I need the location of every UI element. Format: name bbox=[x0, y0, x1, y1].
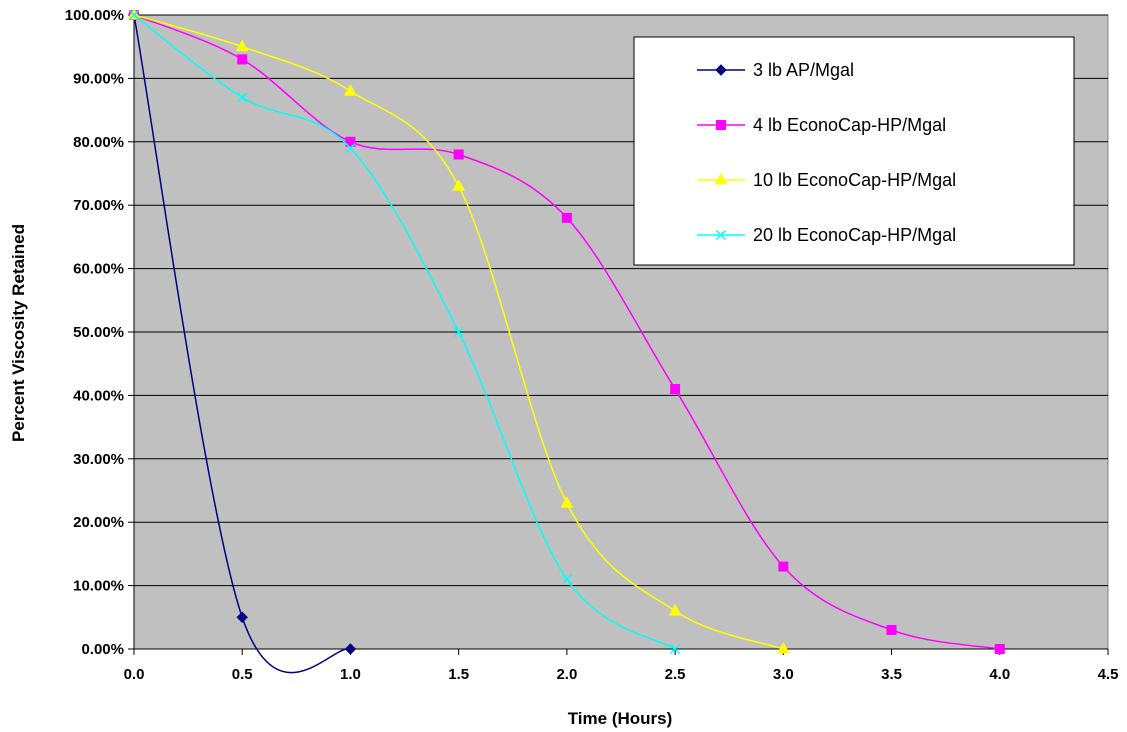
y-tick-label: 20.00% bbox=[73, 514, 124, 531]
y-tick-label: 40.00% bbox=[73, 387, 124, 404]
series-line bbox=[133, 14, 351, 674]
data-point bbox=[452, 179, 466, 191]
legend-label: 3 lb AP/Mgal bbox=[753, 60, 854, 80]
data-point bbox=[345, 136, 356, 147]
data-point bbox=[778, 561, 789, 572]
y-tick-label: 60.00% bbox=[73, 261, 124, 278]
data-point bbox=[344, 643, 357, 655]
legend-item: 10 lb EconoCap-HP/Mgal bbox=[697, 170, 956, 190]
y-tick-label: 30.00% bbox=[73, 451, 124, 468]
data-point bbox=[237, 54, 248, 65]
x-tick-label: 0.5 bbox=[232, 666, 253, 683]
series-group bbox=[127, 7, 1005, 674]
y-tick-label: 100.00% bbox=[65, 7, 124, 24]
legend-item: 20 lb EconoCap-HP/Mgal bbox=[697, 225, 956, 245]
x-tick-label: 4.5 bbox=[1098, 666, 1119, 683]
x-tick-label: 3.0 bbox=[773, 666, 794, 683]
legend-item: 3 lb AP/Mgal bbox=[697, 60, 854, 80]
data-point bbox=[670, 643, 681, 655]
x-axis-title: Time (Hours) bbox=[568, 709, 673, 728]
x-tick-label: 1.5 bbox=[448, 666, 469, 683]
legend-label: 20 lb EconoCap-HP/Mgal bbox=[753, 225, 956, 245]
data-point bbox=[776, 641, 790, 654]
data-point bbox=[561, 574, 572, 585]
legend-marker bbox=[714, 172, 728, 185]
legend-label: 4 lb EconoCap-HP/Mgal bbox=[753, 115, 946, 135]
legend-marker bbox=[715, 229, 727, 241]
data-point bbox=[561, 212, 572, 223]
legend-label: 10 lb EconoCap-HP/Mgal bbox=[753, 170, 956, 190]
data-point bbox=[668, 603, 682, 616]
legend: 3 lb AP/Mgal 4 lb EconoCap-HP/Mgal 10 lb E… bbox=[633, 36, 1075, 266]
data-point bbox=[237, 92, 248, 103]
series-line bbox=[133, 14, 784, 650]
y-axis-title: Percent Viscosity Retained bbox=[9, 224, 28, 442]
y-tick-label: 0.00% bbox=[81, 641, 124, 658]
x-tick-label: 1.0 bbox=[340, 666, 361, 683]
y-tick-label: 10.00% bbox=[73, 578, 124, 595]
x-tick-label: 4.0 bbox=[989, 666, 1010, 683]
data-point bbox=[670, 384, 681, 395]
series-line bbox=[133, 14, 1000, 650]
legend-item: 4 lb EconoCap-HP/Mgal bbox=[697, 115, 946, 135]
data-point bbox=[994, 644, 1005, 654]
axes: 0.00% 10.00% 20.00% 30.00% 40.00% 50.00% 60.00… bbox=[65, 7, 1119, 683]
legend-marker bbox=[715, 64, 727, 76]
y-tick-label: 80.00% bbox=[73, 134, 124, 151]
data-point bbox=[560, 496, 574, 508]
x-tick-label: 0.0 bbox=[124, 666, 145, 683]
data-point bbox=[236, 611, 248, 624]
y-tick-label: 90.00% bbox=[73, 70, 124, 87]
x-tick-label: 2.5 bbox=[665, 666, 686, 683]
legend-box bbox=[633, 36, 1075, 266]
data-point bbox=[453, 149, 464, 160]
series-4 bbox=[128, 9, 681, 655]
y-tick-label: 50.00% bbox=[73, 324, 124, 341]
data-point bbox=[235, 39, 249, 52]
x-tick-label: 3.5 bbox=[881, 666, 902, 683]
series-3 bbox=[127, 7, 790, 654]
data-point bbox=[128, 9, 140, 21]
legend-marker bbox=[716, 120, 726, 130]
data-point bbox=[344, 84, 357, 96]
data-point bbox=[453, 326, 464, 338]
data-point bbox=[886, 624, 897, 635]
data-point bbox=[345, 143, 356, 154]
y-tick-label: 70.00% bbox=[73, 197, 124, 214]
x-tick-label: 2.0 bbox=[556, 666, 577, 683]
